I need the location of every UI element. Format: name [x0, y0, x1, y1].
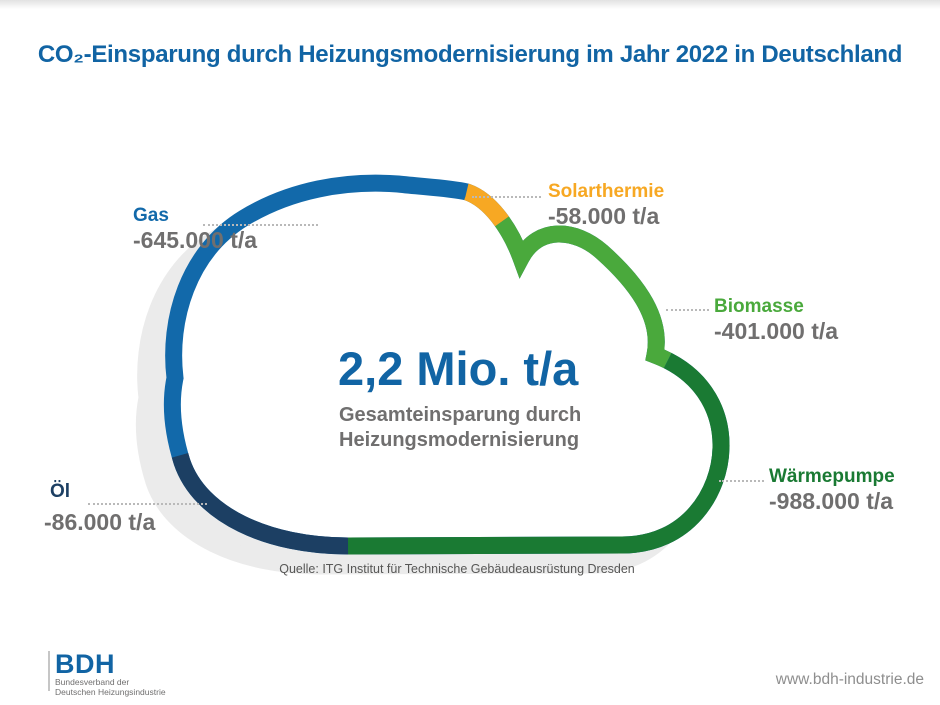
leader-line-oel [88, 503, 207, 505]
logo-text: BDH [55, 649, 115, 679]
top-gradient-strip [0, 0, 940, 9]
logo-subtitle: Bundesverband der Deutschen Heizungsindu… [55, 677, 166, 697]
segment-label-oel: Öl [50, 481, 71, 502]
leader-line-gas [203, 224, 318, 226]
total-caption: Gesamteinsparung durch Heizungsmodernisi… [339, 403, 581, 453]
segment-waermepumpe-arc [163, 174, 730, 555]
segment-label-gas: Gas [133, 205, 169, 226]
leader-line-waermepumpe [719, 480, 764, 482]
logo-divider [48, 651, 50, 691]
segment-value-waermepumpe: -988.000 t/a [769, 488, 894, 514]
total-value: 2,2 Mio. t/a [338, 342, 579, 395]
segment-label-waermepumpe: Wärmepumpe [769, 466, 895, 487]
source-note: Quelle: ITG Institut für Technische Gebä… [279, 562, 635, 576]
segment-value-oel: -86.000 t/a [44, 509, 156, 535]
leader-line-solarthermie [472, 196, 541, 198]
segment-value-solarthermie: -58.000 t/a [548, 203, 660, 229]
total-caption-line1: Gesamteinsparung durch [339, 404, 582, 426]
website-link[interactable]: www.bdh-industrie.de [775, 671, 924, 688]
segment-value-gas: -645.000 t/a [133, 227, 258, 253]
page-title: CO₂-Einsparung durch Heizungsmodernisier… [37, 41, 903, 68]
segment-value-biomasse: -401.000 t/a [714, 318, 839, 344]
leader-line-biomasse [666, 309, 709, 311]
segment-label-solarthermie: Solarthermie [548, 181, 665, 202]
logo-subtitle-line1: Bundesverband der [55, 677, 130, 687]
logo-subtitle-line2: Deutschen Heizungsindustrie [55, 687, 166, 697]
segment-biomasse-arc [163, 174, 730, 555]
total-caption-line2: Heizungsmodernisierung [339, 429, 580, 451]
segment-label-biomasse: Biomasse [714, 296, 804, 317]
